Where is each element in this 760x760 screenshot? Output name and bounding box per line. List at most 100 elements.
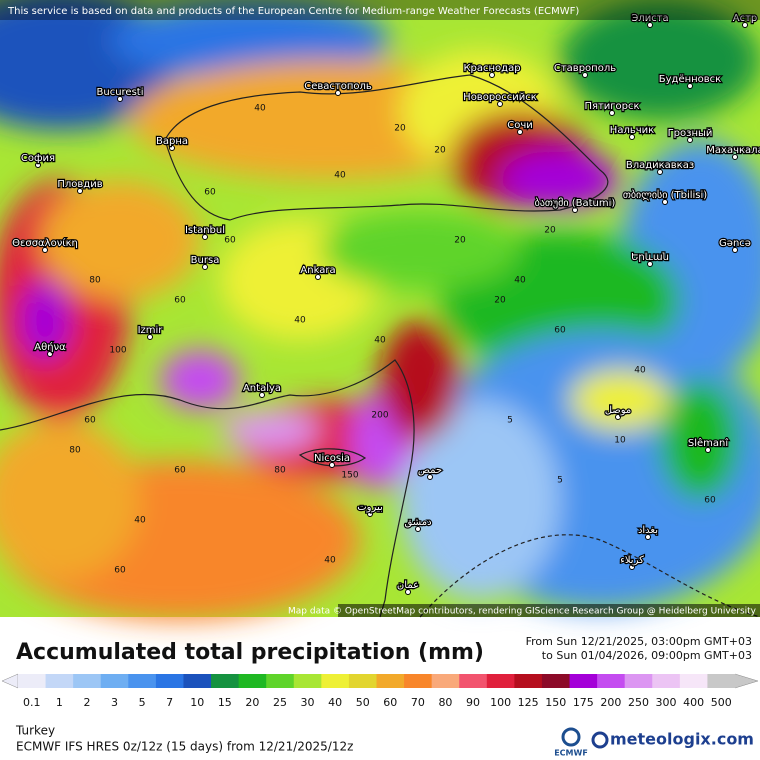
place-label: Ankara [300, 265, 335, 276]
scale-swatch [266, 674, 295, 688]
place-label: Slêmanî [688, 437, 728, 449]
place-marker [687, 137, 693, 143]
color-scale: 0.1 1 2 3 5 7 10 15 20 25 30 40 50 60 70 80 90 100 125 150 1… [1, 673, 759, 709]
place-marker [582, 72, 588, 78]
contour-label: 60 [704, 496, 716, 506]
ecmwf-icon [561, 727, 581, 747]
place-label: Bucuresti [97, 87, 144, 98]
place-marker [147, 334, 153, 340]
place-label: موصل [605, 405, 632, 416]
contour-label: 60 [174, 296, 186, 306]
scale-swatch [679, 674, 708, 688]
precip-area [0, 420, 140, 580]
contour-label: 100 [109, 346, 126, 356]
place-label: Севастополь [304, 81, 372, 92]
place-marker [47, 351, 53, 357]
place-marker [615, 414, 621, 420]
service-notice: This service is based on data and produc… [7, 6, 579, 17]
place-marker [415, 526, 421, 532]
header-band [0, 0, 760, 20]
place-marker [517, 129, 523, 135]
place-marker [335, 90, 341, 96]
contour-label: 5 [557, 476, 563, 486]
scale-swatch [597, 674, 626, 688]
place-marker [609, 110, 615, 116]
place-label: Αθήνα [34, 341, 66, 353]
place-label: Istanbul [185, 225, 225, 236]
scale-label: 50 [356, 696, 370, 709]
place-marker [732, 154, 738, 160]
scale-arrow-right [734, 673, 759, 689]
place-label: Antalya [243, 383, 281, 394]
coastlines [0, 74, 760, 618]
contour-label: 10 [614, 436, 626, 446]
place-label: Nicosia [314, 453, 350, 464]
ecmwf-text: ECMWF [554, 749, 588, 758]
place-marker [705, 447, 711, 453]
contour-label: 40 [634, 366, 646, 376]
place-marker [117, 96, 123, 102]
place-marker [77, 188, 83, 194]
place-marker [645, 534, 651, 540]
precip-area [110, 0, 390, 80]
scale-label: 300 [656, 696, 677, 709]
scale-swatch [18, 674, 47, 688]
scale-label: 1 [56, 696, 63, 709]
scale-label: 5 [139, 696, 146, 709]
contour-label: 20 [454, 236, 466, 246]
place-marker [629, 564, 635, 570]
precip-area [500, 150, 620, 210]
place-label: Пловдив [57, 179, 102, 190]
scale-swatch [404, 674, 433, 688]
scale-label: 100 [490, 696, 511, 709]
scale-swatch [155, 674, 184, 688]
contour-label: 20 [434, 146, 446, 156]
scale-label: 7 [166, 696, 173, 709]
precip-area [400, 400, 560, 600]
scale-label: 30 [301, 696, 315, 709]
place-label: Элиста [631, 13, 668, 24]
model-info: ECMWF IFS HRES 0z/12z (15 days) from 12/… [16, 740, 353, 754]
contour-label: 60 [114, 566, 126, 576]
place-label: حمص [418, 465, 442, 476]
place-label: Грозный [668, 128, 713, 139]
contour-label: 200 [371, 411, 388, 421]
brand-name[interactable]: meteologix.com [610, 730, 754, 749]
scale-swatch [321, 674, 350, 688]
place-label: Новороссийск [463, 92, 537, 103]
scale-label: 400 [683, 696, 704, 709]
place-marker [489, 72, 495, 78]
contour-label: 80 [89, 276, 101, 286]
ecmwf-logo: ECMWF [554, 727, 588, 758]
scale-label: 175 [573, 696, 594, 709]
contour-label: 60 [224, 236, 236, 246]
place-label: თბილისი (Tbilisi) [623, 189, 707, 201]
precip-area [220, 410, 320, 450]
place-label: Астр [733, 13, 758, 24]
scale-label: 500 [711, 696, 732, 709]
contour-label: 40 [294, 316, 306, 326]
precip-area [160, 350, 240, 410]
scale-label: 150 [545, 696, 566, 709]
place-marker [732, 247, 738, 253]
scale-label: 90 [466, 696, 480, 709]
place-marker [629, 134, 635, 140]
scale-swatch [128, 674, 157, 688]
precipitation-map: Bucuresti София Пловдив Варна Θεσσαλονίκη Ist… [0, 0, 760, 620]
place-marker [572, 207, 578, 213]
contour-label: 60 [174, 466, 186, 476]
map-attribution: Map data © OpenStreetMap contributors, r… [288, 607, 757, 617]
scale-label: 250 [628, 696, 649, 709]
contour-label: 150 [341, 471, 358, 481]
place-label: Izmir [138, 325, 164, 336]
place-label: Երևան [631, 252, 669, 263]
place-label: بغداد [638, 525, 658, 536]
scale-swatch [652, 674, 681, 688]
contour-label: 40 [334, 171, 346, 181]
scale-label: 70 [411, 696, 425, 709]
contour-label: 5 [507, 416, 513, 426]
place-label: Bursa [191, 255, 220, 266]
scale-label: 25 [273, 696, 287, 709]
place-label: Θεσσαλονίκη [12, 237, 78, 249]
scale-swatch [459, 674, 488, 688]
